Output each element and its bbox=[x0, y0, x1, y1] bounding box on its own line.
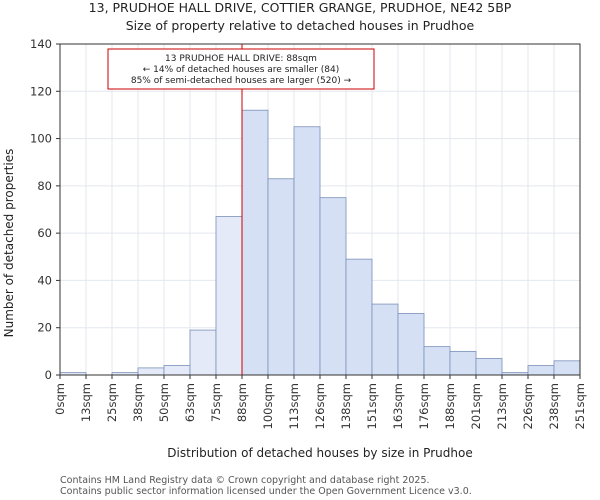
y-tick-label-140: 140 bbox=[30, 37, 52, 51]
x-tick-label-188sqm: 188sqm bbox=[443, 383, 457, 429]
chart-subtitle: Size of property relative to detached ho… bbox=[126, 18, 475, 33]
annotation-line-3: 85% of semi-detached houses are larger (… bbox=[131, 76, 352, 86]
annotation-border bbox=[107, 48, 375, 90]
x-tick-label-38sqm: 38sqm bbox=[131, 383, 145, 422]
x-tick-label-176sqm: 176sqm bbox=[417, 383, 431, 429]
y-axis-ticks: 0 20 40 60 80 100 120 140 bbox=[30, 37, 60, 382]
bar-75sqm bbox=[215, 216, 243, 376]
y-tick-label-60: 60 bbox=[37, 226, 52, 240]
x-tick-label-75sqm: 75sqm bbox=[209, 383, 223, 422]
x-tick-label-126sqm: 126sqm bbox=[313, 383, 327, 429]
x-tick-label-88sqm: 88sqm bbox=[235, 383, 249, 422]
bar-38sqm bbox=[137, 367, 165, 376]
annotation-box: 13 PRUDHOE HALL DRIVE: 88sqm ← 14% of de… bbox=[107, 48, 375, 90]
y-tick-label-100: 100 bbox=[30, 132, 52, 146]
x-tick-label-63sqm: 63sqm bbox=[183, 383, 197, 422]
bar-138sqm bbox=[345, 258, 373, 376]
bar-113sqm bbox=[293, 126, 321, 376]
x-axis-ticks: 0sqm 13sqm 25sqm 38sqm 50sqm 63sqm 75sqm 88sqm 1… bbox=[53, 375, 587, 429]
annotation-line-1: 13 PRUDHOE HALL DRIVE: 88sqm bbox=[165, 54, 317, 64]
y-tick-label-0: 0 bbox=[45, 368, 52, 382]
bar-176sqm bbox=[423, 346, 451, 376]
footer-line-1: Contains HM Land Registry data © Crown c… bbox=[60, 475, 430, 486]
chart-title: 13, PRUDHOE HALL DRIVE, COTTIER GRANGE, … bbox=[89, 0, 512, 15]
x-tick-label-25sqm: 25sqm bbox=[105, 383, 119, 422]
bar-126sqm bbox=[319, 197, 347, 376]
y-tick-label-40: 40 bbox=[37, 273, 52, 287]
x-tick-label-50sqm: 50sqm bbox=[157, 383, 171, 422]
x-tick-label-163sqm: 163sqm bbox=[391, 383, 405, 429]
bar-88sqm bbox=[241, 109, 269, 376]
x-tick-label-213sqm: 213sqm bbox=[495, 383, 509, 429]
footer-line-2: Contains public sector information licen… bbox=[60, 486, 472, 497]
x-tick-label-138sqm: 138sqm bbox=[339, 383, 353, 429]
bar-188sqm bbox=[449, 350, 477, 376]
bar-151sqm bbox=[371, 303, 399, 376]
x-tick-label-251sqm: 251sqm bbox=[573, 383, 587, 429]
x-tick-label-201sqm: 201sqm bbox=[469, 383, 483, 429]
plot-frame bbox=[59, 43, 581, 376]
y-axis-title: Number of detached properties bbox=[2, 149, 16, 338]
bar-201sqm bbox=[475, 358, 503, 376]
bar-100sqm bbox=[267, 178, 295, 376]
x-tick-label-13sqm: 13sqm bbox=[79, 383, 93, 422]
bar-163sqm bbox=[397, 313, 425, 376]
y-tick-label-20: 20 bbox=[37, 321, 52, 335]
y-tick-label-120: 120 bbox=[30, 84, 52, 98]
bar-50sqm bbox=[163, 365, 191, 376]
x-tick-label-238sqm: 238sqm bbox=[547, 383, 561, 429]
bar-63sqm bbox=[189, 329, 217, 376]
y-tick-label-80: 80 bbox=[37, 179, 52, 193]
x-tick-label-113sqm: 113sqm bbox=[287, 383, 301, 429]
bar-238sqm bbox=[553, 360, 581, 376]
x-tick-label-100sqm: 100sqm bbox=[261, 383, 275, 429]
bar-226sqm bbox=[527, 365, 555, 376]
x-axis-title: Distribution of detached houses by size … bbox=[167, 446, 472, 460]
x-tick-label-226sqm: 226sqm bbox=[521, 383, 535, 429]
annotation-line-2: ← 14% of detached houses are smaller (84… bbox=[143, 65, 340, 75]
bars bbox=[59, 109, 581, 376]
x-tick-label-151sqm: 151sqm bbox=[365, 383, 379, 429]
x-tick-label-0sqm: 0sqm bbox=[53, 383, 67, 415]
